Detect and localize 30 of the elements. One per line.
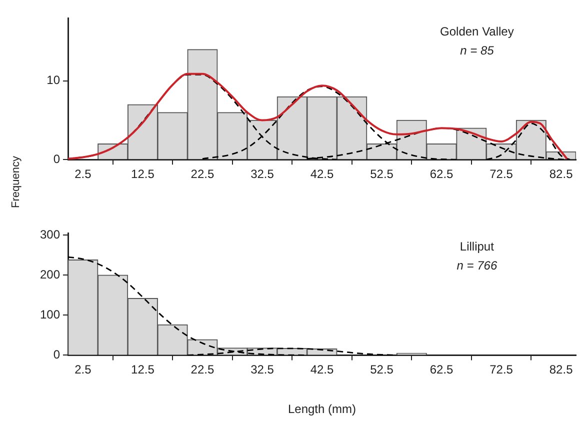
x-tick-label: 82.5 (549, 167, 574, 182)
y-tick-label: 0 (53, 152, 60, 166)
annotation: n = 766 (456, 258, 498, 272)
x-tick-label: 82.5 (549, 362, 574, 377)
y-tick-label: 100 (40, 307, 60, 322)
y-tick-label: 200 (40, 267, 60, 282)
x-tick-label: 42.5 (310, 167, 334, 182)
y-tick-label: 300 (40, 227, 60, 242)
x-tick-label: 22.5 (190, 167, 214, 182)
y-axis-title: Frequency (10, 156, 22, 208)
x-tick-label: 2.5 (74, 167, 92, 182)
annotation: Lilliput (460, 239, 495, 254)
x-tick-label: 72.5 (490, 167, 514, 182)
x-tick-label: 2.5 (74, 362, 92, 377)
x-tick-label: 52.5 (370, 167, 394, 182)
x-tick-label: 32.5 (250, 167, 274, 182)
x-axis-title: Length (mm) (288, 402, 356, 416)
annotation: n = 85 (460, 43, 494, 58)
x-tick-label: 62.5 (430, 362, 454, 377)
x-tick-label: 72.5 (490, 362, 514, 377)
x-tick-label: 12.5 (131, 167, 155, 182)
x-tick-label: 32.5 (250, 362, 274, 377)
x-tick-label: 42.5 (310, 362, 334, 377)
x-tick-label: 62.5 (430, 167, 454, 182)
y-tick-label: 10 (46, 73, 60, 88)
y-tick-label: 0 (53, 348, 60, 362)
annotation: Golden Valley (440, 24, 514, 38)
x-tick-label: 22.5 (190, 362, 214, 377)
x-tick-label: 12.5 (131, 362, 155, 377)
x-tick-label: 52.5 (370, 362, 394, 377)
